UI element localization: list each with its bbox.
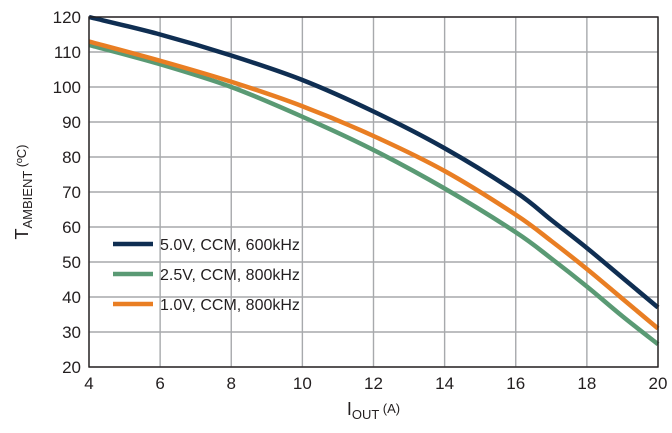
x-tick-label-12: 12 <box>364 374 383 393</box>
series-line-1 <box>88 14 660 310</box>
legend: 5.0V, CCM, 600kHz 2.5V, CCM, 800kHz 1.0V, … <box>113 237 300 314</box>
y-axis-label-unit: (ºC) <box>14 145 29 171</box>
y-tick-labels: 20 30 40 50 60 70 80 90 100 110 120 <box>53 8 81 377</box>
y-tick-label-20: 20 <box>62 358 81 377</box>
x-tick-label-14: 14 <box>435 374 454 393</box>
y-tick-label-50: 50 <box>62 253 81 272</box>
x-tick-label-16: 16 <box>506 374 525 393</box>
series-line-2 <box>88 42 660 347</box>
x-tick-label-8: 8 <box>227 374 236 393</box>
y-tick-label-110: 110 <box>54 43 81 62</box>
x-tick-label-6: 6 <box>155 374 164 393</box>
series-lines <box>88 14 660 347</box>
y-tick-label-60: 60 <box>62 218 81 237</box>
legend-label-1: 5.0V, CCM, 600kHz <box>160 237 300 254</box>
legend-label-2: 2.5V, CCM, 800kHz <box>160 267 300 284</box>
y-tick-label-30: 30 <box>62 323 81 342</box>
x-tick-labels: 4 6 8 10 12 14 16 18 20 <box>84 374 667 393</box>
x-axis-label-sub: OUT <box>352 407 380 422</box>
x-tick-label-10: 10 <box>293 374 312 393</box>
y-tick-label-100: 100 <box>53 78 81 97</box>
plot-frame <box>88 16 659 368</box>
y-tick-label-70: 70 <box>62 183 81 202</box>
series-line-3 <box>88 39 660 331</box>
x-tick-label-20: 20 <box>649 374 668 393</box>
legend-label-3: 1.0V, CCM, 800kHz <box>160 297 300 314</box>
x-axis-label-main: I <box>347 399 352 419</box>
y-axis-label-sub: AMBIENT <box>20 171 35 229</box>
y-tick-label-90: 90 <box>62 113 81 132</box>
x-tick-label-4: 4 <box>84 374 93 393</box>
y-tick-label-80: 80 <box>62 148 81 167</box>
y-axis-label: TAMBIENT (ºC) <box>12 145 35 240</box>
y-tick-label-40: 40 <box>62 288 81 307</box>
x-tick-label-18: 18 <box>577 374 596 393</box>
x-axis-label: IOUT (A) <box>347 399 400 422</box>
x-axis-label-unit: (A) <box>379 401 400 416</box>
y-tick-label-120: 120 <box>53 8 81 27</box>
y-axis-label-main: T <box>12 228 32 239</box>
